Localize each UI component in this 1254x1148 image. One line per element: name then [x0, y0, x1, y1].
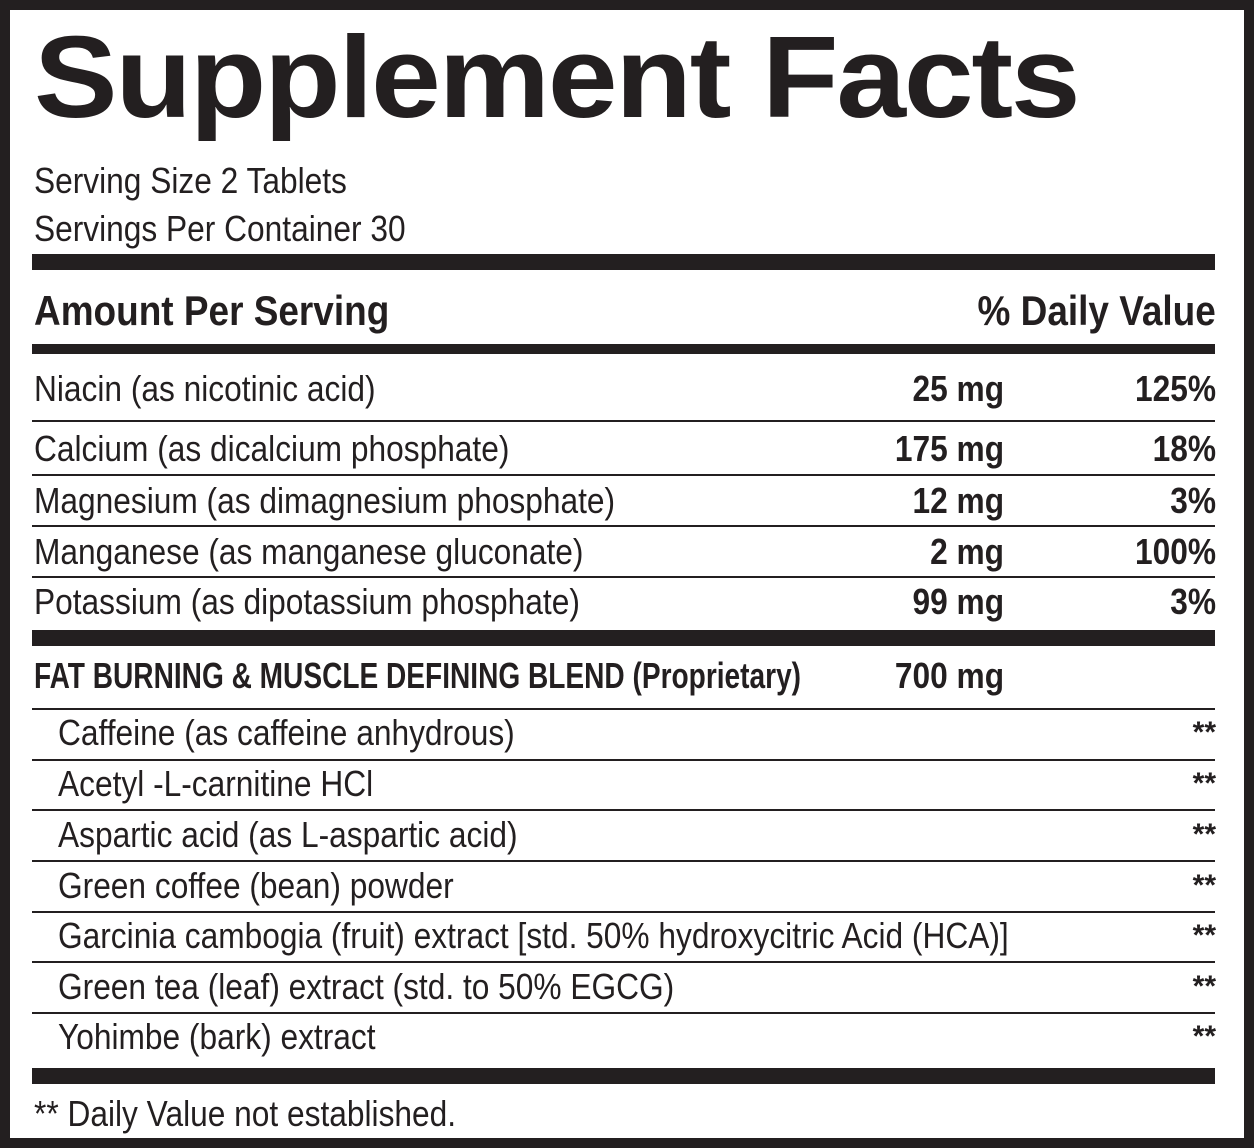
row-divider [32, 576, 1215, 578]
nutrient-name: Manganese (as manganese gluconate) [34, 531, 584, 572]
ingredient-daily-value: ** [1192, 818, 1216, 851]
row-divider [32, 1012, 1215, 1014]
ingredient-name: Caffeine (as caffeine anhydrous) [58, 712, 515, 753]
nutrient-amount: 2 mg [930, 531, 1004, 572]
nutrient-daily-value: 3% [1170, 581, 1216, 622]
nutrient-daily-value: 100% [1134, 531, 1216, 572]
footnote: ** Daily Value not established. [34, 1093, 457, 1134]
nutrient-daily-value: 18% [1152, 428, 1216, 469]
nutrient-name: Magnesium (as dimagnesium phosphate) [34, 480, 616, 521]
ingredient-name: Garcinia cambogia (fruit) extract [std. … [58, 915, 1009, 956]
blend-title: FAT BURNING & MUSCLE DEFINING BLEND (Pro… [34, 655, 802, 696]
daily-value-header: % Daily Value [977, 287, 1216, 334]
nutrient-name: Niacin (as nicotinic acid) [34, 368, 376, 409]
blend-amount: 700 mg [894, 655, 1004, 696]
nutrient-amount: 25 mg [912, 368, 1004, 409]
nutrient-name: Potassium (as dipotassium phosphate) [34, 581, 580, 622]
ingredient-daily-value: ** [1192, 970, 1216, 1003]
ingredient-name: Aspartic acid (as L-aspartic acid) [58, 814, 518, 855]
panel-title: Supplement Facts [34, 12, 1081, 142]
ingredient-daily-value: ** [1192, 767, 1216, 800]
nutrient-name: Calcium (as dicalcium phosphate) [34, 428, 510, 469]
nutrient-daily-value: 3% [1170, 480, 1216, 521]
servings-per-container: Servings Per Container 30 [34, 208, 406, 249]
serving-size: Serving Size 2 Tablets [34, 160, 347, 201]
row-divider [32, 759, 1215, 761]
amount-per-serving-header: Amount Per Serving [34, 287, 390, 334]
ingredient-name: Green tea (leaf) extract (std. to 50% EG… [58, 966, 675, 1007]
row-divider [32, 420, 1215, 422]
row-divider [32, 525, 1215, 527]
ingredient-name: Green coffee (bean) powder [58, 865, 454, 906]
ingredient-daily-value: ** [1192, 919, 1216, 952]
row-divider [32, 911, 1215, 913]
row-divider [32, 961, 1215, 963]
nutrient-amount: 175 mg [894, 428, 1004, 469]
ingredient-daily-value: ** [1192, 716, 1216, 749]
row-divider [32, 809, 1215, 811]
ingredient-daily-value: ** [1192, 869, 1216, 902]
ingredient-daily-value: ** [1192, 1020, 1216, 1053]
thick-divider [32, 1068, 1215, 1084]
row-divider [32, 474, 1215, 476]
row-divider [32, 860, 1215, 862]
ingredient-name: Yohimbe (bark) extract [58, 1016, 376, 1057]
header-divider [32, 344, 1215, 354]
nutrient-daily-value: 125% [1134, 368, 1216, 409]
thick-divider [32, 630, 1215, 646]
row-divider [32, 708, 1215, 710]
nutrient-amount: 12 mg [912, 480, 1004, 521]
nutrient-amount: 99 mg [912, 581, 1004, 622]
thick-divider [32, 254, 1215, 270]
ingredient-name: Acetyl -L-carnitine HCl [58, 763, 374, 804]
